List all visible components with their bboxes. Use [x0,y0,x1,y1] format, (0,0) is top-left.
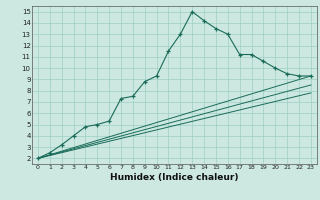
X-axis label: Humidex (Indice chaleur): Humidex (Indice chaleur) [110,173,239,182]
